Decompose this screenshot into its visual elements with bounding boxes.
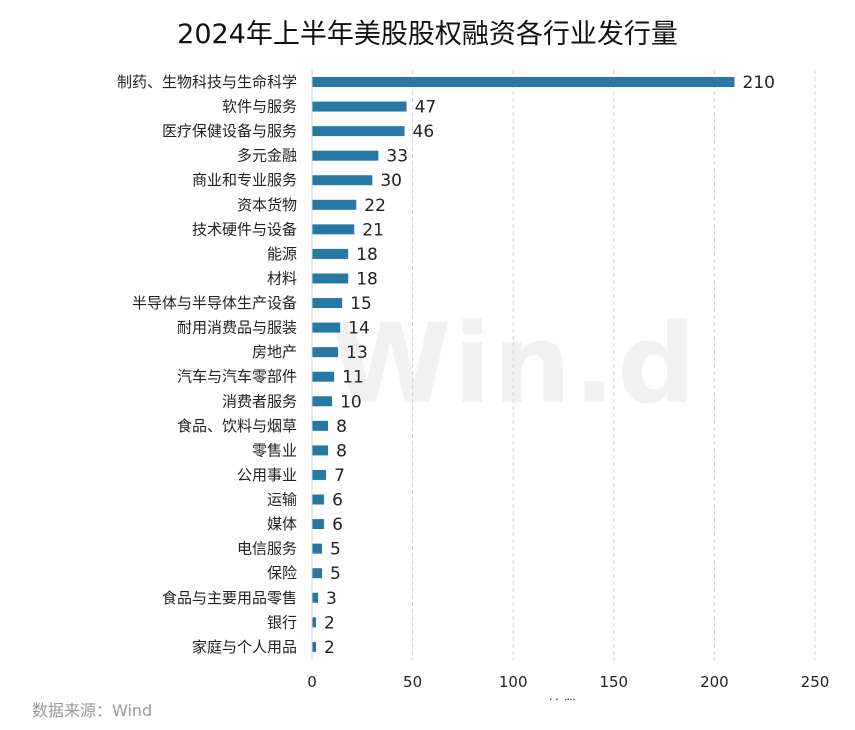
bar	[312, 494, 325, 505]
data-label: 10	[340, 392, 362, 412]
data-label: 8	[336, 417, 347, 437]
category-label: 医疗保健设备与服务	[162, 122, 297, 140]
bar	[312, 617, 317, 628]
category-label: 制药、生物科技与生命科学	[117, 73, 297, 91]
data-label: 15	[350, 294, 372, 314]
bar	[312, 568, 323, 579]
category-label: 能源	[267, 245, 297, 263]
data-label: 2	[324, 613, 335, 633]
data-label: 21	[362, 220, 384, 240]
category-label: 保险	[267, 564, 297, 582]
bar	[312, 347, 339, 358]
x-tick-label: 150	[599, 673, 628, 691]
category-label: 汽车与汽车零部件	[177, 368, 297, 386]
category-label: 多元金融	[237, 147, 297, 165]
bar	[312, 396, 333, 407]
gridlines	[412, 70, 816, 660]
bar	[312, 224, 355, 235]
bar	[312, 420, 329, 431]
data-label: 30	[380, 171, 402, 191]
bar	[312, 150, 379, 161]
data-label: 47	[415, 98, 437, 118]
bar	[312, 298, 343, 309]
data-label: 13	[346, 343, 368, 363]
source-note: 数据来源：Wind	[32, 701, 153, 720]
category-label: 银行	[267, 613, 297, 631]
bar	[312, 371, 335, 382]
data-label: 18	[356, 245, 378, 265]
data-label: 11	[342, 368, 364, 388]
category-label: 房地产	[252, 343, 297, 361]
category-label: 技术硬件与设备	[192, 220, 297, 238]
category-label: 半导体与半导体生产设备	[132, 294, 297, 312]
category-label: 消费者服务	[222, 392, 297, 410]
category-label: 零售业	[252, 441, 297, 459]
x-tick-label: 0	[307, 673, 317, 691]
category-labels: 制药、生物科技与生命科学软件与服务医疗保健设备与服务多元金融商业和专业服务资本货…	[117, 73, 297, 656]
category-label: 运输	[267, 491, 297, 509]
data-label: 6	[332, 515, 343, 535]
bar	[312, 641, 317, 652]
data-label: 210	[743, 73, 775, 93]
category-label: 材料	[267, 269, 297, 287]
data-label: 14	[348, 319, 370, 339]
bar	[312, 199, 357, 210]
bar	[312, 175, 373, 186]
data-label: 33	[386, 147, 408, 167]
bar	[312, 543, 323, 554]
data-label: 18	[356, 269, 378, 289]
category-label: 耐用消费品与服装	[177, 319, 297, 337]
category-label: 媒体	[267, 515, 297, 533]
bar	[312, 592, 319, 603]
bar	[312, 273, 349, 284]
data-label: 7	[334, 466, 345, 486]
category-label: 食品、饮料与烟草	[177, 417, 297, 435]
bar	[312, 469, 327, 480]
data-label: 3	[326, 589, 337, 609]
chart-title: 2024年上半年美股股权融资各行业发行量	[177, 19, 678, 50]
x-axis-ticks: 0 50 100 150 200 250	[307, 673, 829, 691]
bars	[312, 77, 735, 652]
x-tick-label: 250	[801, 673, 830, 691]
data-label: 5	[330, 564, 341, 584]
category-label: 电信服务	[237, 540, 297, 558]
category-label: 家庭与个人用品	[192, 638, 297, 656]
bar	[312, 248, 349, 259]
category-label: 软件与服务	[222, 98, 297, 116]
category-label: 商业和专业服务	[192, 171, 297, 189]
x-axis-title: 笔数	[547, 697, 579, 700]
category-label: 食品与主要用品零售	[162, 589, 297, 607]
x-tick-label: 50	[403, 673, 422, 691]
data-label: 8	[336, 441, 347, 461]
data-label: 46	[413, 122, 435, 142]
category-label: 公用事业	[237, 466, 297, 484]
bar-chart: 制药、生物科技与生命科学软件与服务医疗保健设备与服务多元金融商业和专业服务资本货…	[117, 70, 829, 700]
category-label: 资本货物	[237, 196, 297, 214]
data-label: 2	[324, 638, 335, 658]
x-tick-label: 100	[499, 673, 528, 691]
data-label: 5	[330, 540, 341, 560]
bar	[312, 322, 341, 333]
data-label: 22	[364, 196, 386, 216]
bar	[312, 101, 407, 112]
bar	[312, 519, 325, 530]
bar	[312, 126, 405, 137]
bar	[312, 445, 329, 456]
data-label: 6	[332, 491, 343, 511]
x-tick-label: 200	[700, 673, 729, 691]
bar	[312, 77, 735, 87]
